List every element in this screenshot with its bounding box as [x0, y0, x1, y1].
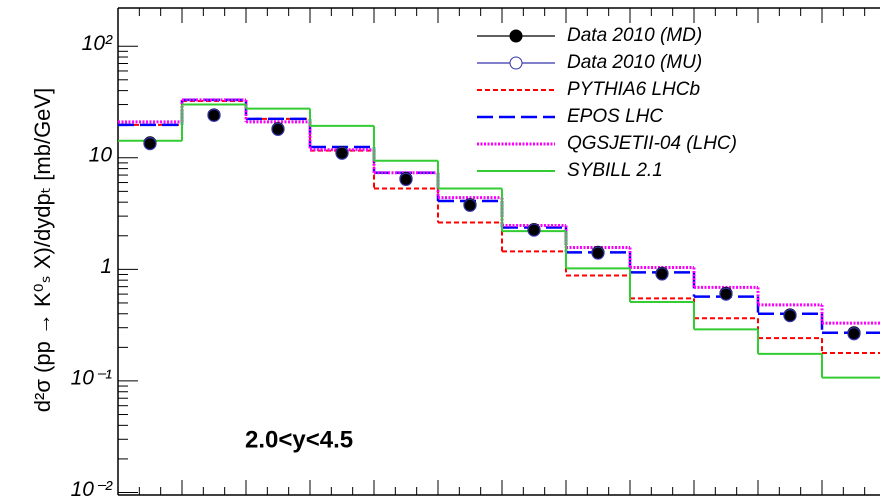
data-point	[719, 287, 733, 301]
data-point	[399, 172, 413, 187]
legend-label: Data 2010 (MU)	[567, 52, 702, 73]
legend-label: Data 2010 (MD)	[567, 25, 702, 46]
y-tick-label: 1	[100, 255, 112, 278]
y-tick-label: 10⁻²	[71, 478, 113, 499]
data-point	[527, 223, 541, 237]
y-tick-label: 10	[89, 143, 113, 166]
legend-label: SYBILL 2.1	[567, 160, 663, 181]
y-axis-title: d²σ (pp → K⁰ₛ X)/dydpₜ [mb/GeV]	[30, 88, 55, 412]
legend-swatch	[509, 56, 523, 70]
y-tick-label: 10⁻¹	[71, 366, 112, 389]
data-point	[271, 122, 285, 136]
legend-label: EPOS LHC	[567, 106, 663, 127]
data-point	[335, 146, 349, 160]
data-point	[591, 246, 605, 260]
legend-swatch	[509, 29, 523, 43]
y-tick-label: 10²	[82, 32, 113, 55]
data-point	[783, 309, 797, 323]
legend-label: PYTHIA6 LHCb	[567, 79, 700, 100]
data-point	[207, 108, 221, 122]
data-point	[655, 267, 669, 281]
data-point	[847, 327, 861, 341]
annotation: 2.0<y<4.5	[245, 426, 353, 453]
data-point	[463, 198, 477, 212]
data-point	[847, 326, 861, 340]
legend-label: QGSJETII-04 (LHC)	[567, 133, 737, 154]
data-point	[143, 137, 157, 151]
